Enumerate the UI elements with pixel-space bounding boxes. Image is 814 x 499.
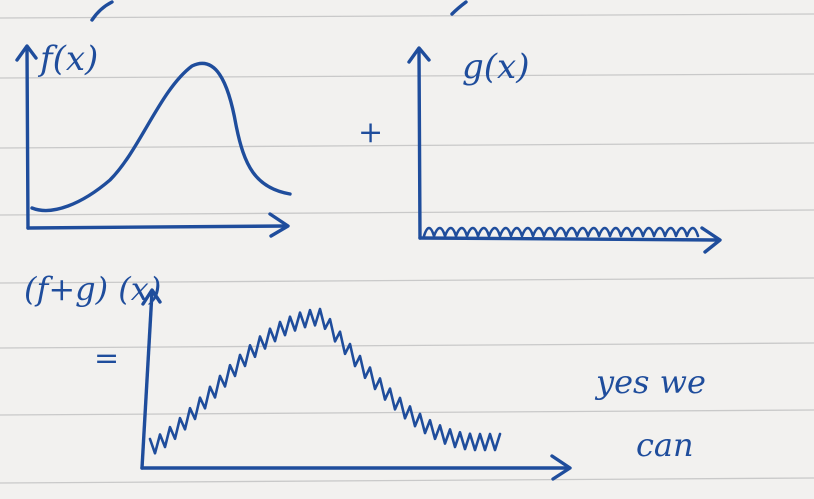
note-line-2: can — [636, 426, 694, 464]
top-stray-stroke-right — [450, 0, 468, 16]
plot-g — [407, 46, 722, 254]
g-y-axis — [417, 48, 422, 240]
sum-y-axis-arrowhead — [141, 288, 162, 306]
plot-f — [15, 44, 292, 238]
note-line-1: yes we — [594, 363, 706, 401]
f-x-axis-arrowhead — [268, 212, 290, 238]
equals-sign: = — [94, 341, 119, 376]
top-stray-stroke-left — [90, 0, 114, 22]
g-x-axis — [418, 236, 720, 242]
f-axis-label: f(x) — [37, 39, 98, 79]
plot-f-plus-g — [140, 288, 572, 481]
sum-x-axis-arrowhead — [550, 454, 572, 481]
plus-sign: + — [358, 115, 383, 150]
sum-y-axis — [140, 290, 154, 470]
f-y-axis-arrowhead — [15, 44, 38, 62]
g-y-axis-arrowhead — [407, 46, 431, 64]
g-axis-label: g(x) — [462, 47, 529, 87]
g-x-axis-arrowhead — [700, 226, 722, 254]
g-noise-curve — [422, 226, 700, 238]
sum-noisy-curve — [148, 307, 502, 455]
f-curve — [30, 61, 292, 213]
f-y-axis — [25, 46, 30, 230]
sum-axis-label: (f+g) (x) — [24, 270, 161, 308]
f-x-axis — [26, 224, 288, 230]
